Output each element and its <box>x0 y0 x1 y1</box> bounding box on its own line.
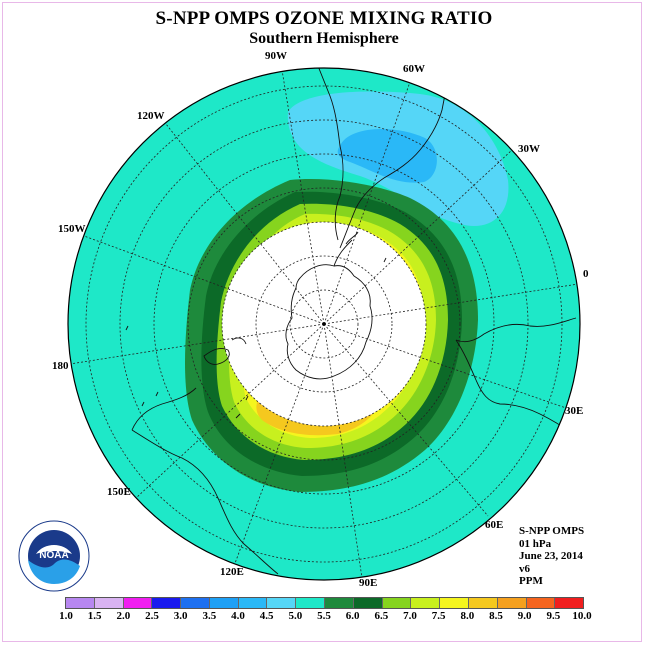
new-zealand-coast <box>203 337 247 365</box>
color-scale-tick-label: 9.0 <box>517 610 532 622</box>
island-marks <box>125 257 387 419</box>
noaa-logo-graphic: NOAA <box>18 520 90 592</box>
color-scale-swatch <box>152 598 182 608</box>
color-scale-tick-label: 1.0 <box>59 610 73 622</box>
map-border <box>67 67 581 581</box>
color-scale-tick-label: 5.0 <box>288 610 303 622</box>
color-scale-tick-label: 6.0 <box>345 610 360 622</box>
graticule <box>69 69 579 579</box>
info-block: S-NPP OMPS 01 hPa June 23, 2014 v6 PPM <box>519 525 584 588</box>
color-scale-swatch <box>94 598 124 608</box>
lon-label-60e: 60E <box>485 519 504 531</box>
africa-coast <box>455 317 577 433</box>
lower-ozone-region <box>337 128 437 183</box>
color-scale-tick-label: 3.5 <box>202 610 217 622</box>
noaa-logo: NOAA <box>18 520 90 592</box>
ozone-band-orange <box>256 396 382 436</box>
color-scale-swatch <box>267 598 297 608</box>
color-scale-tick-label: 4.0 <box>231 610 245 622</box>
color-scale-swatch <box>526 598 556 608</box>
south-pole-marker <box>322 322 326 326</box>
lon-label-30e: 30E <box>565 405 584 417</box>
lon-label-120e: 120E <box>220 566 244 578</box>
color-scale-swatch <box>440 598 469 608</box>
color-scale-tick-label: 2.5 <box>145 610 159 622</box>
color-scale-swatch <box>238 598 268 608</box>
noaa-logo-text: NOAA <box>39 550 68 561</box>
lon-label-180: 180 <box>52 360 69 372</box>
antarctic-peninsula-coast <box>333 231 359 267</box>
color-scale-swatch <box>382 598 412 608</box>
antarctica-coast <box>285 264 373 380</box>
lon-label-120w: 120W <box>137 110 165 122</box>
color-scale-tick-label: 10.0 <box>572 610 592 622</box>
color-scale-tick-label: 6.5 <box>374 610 389 622</box>
info-instrument: S-NPP OMPS <box>519 525 585 537</box>
figure-frame <box>2 2 642 642</box>
map-title: S-NPP OMPS OZONE MIXING RATIO <box>155 8 493 29</box>
color-scale-swatch <box>325 598 354 608</box>
lon-label-60w: 60W <box>403 63 425 75</box>
info-date: June 23, 2014 <box>519 550 583 562</box>
info-level: 01 hPa <box>519 537 552 550</box>
color-scale-bar <box>65 597 584 609</box>
color-scale-tick-label: 8.0 <box>460 610 475 622</box>
color-scale-swatch <box>353 598 383 608</box>
info-units: PPM <box>519 575 543 587</box>
color-scale-swatch <box>555 598 584 608</box>
color-scale-tick-label: 2.0 <box>116 610 131 622</box>
lon-label-90w: 90W <box>265 50 287 62</box>
color-scale-tick-label: 7.0 <box>403 610 417 622</box>
color-scale-swatch <box>66 598 95 608</box>
color-scale-tick-label: 4.5 <box>259 610 274 622</box>
map-subtitle: Southern Hemisphere <box>249 30 399 47</box>
color-scale-swatch <box>497 598 527 608</box>
color-scale-swatch <box>209 598 239 608</box>
color-scale-swatch <box>296 598 326 608</box>
color-scale-tick-label: 5.5 <box>317 610 331 622</box>
color-scale-swatch <box>181 598 210 608</box>
lon-label-150w: 150W <box>58 223 86 235</box>
color-scale-ticks: 1.0 1.5 2.0 2.5 3.0 3.5 4.0 4.5 5.0 5.5 6.0 6.5 7.0 7… <box>0 610 648 624</box>
lon-label-30w: 30W <box>518 143 540 155</box>
lon-label-150e: 150E <box>107 486 131 498</box>
lon-label-0: 0 <box>583 268 589 280</box>
lon-label-90e: 90E <box>359 577 378 589</box>
info-version: v6 <box>519 562 530 575</box>
australia-coast <box>131 387 279 575</box>
color-scale-tick-label: 8.5 <box>489 610 503 622</box>
color-scale-swatch <box>123 598 153 608</box>
south-america-coast <box>317 68 449 249</box>
color-scale-tick-label: 3.0 <box>173 610 188 622</box>
color-scale-tick-label: 9.5 <box>546 610 561 622</box>
color-scale-swatch <box>411 598 441 608</box>
color-scale-tick-label: 1.5 <box>87 610 102 622</box>
color-scale-swatch <box>468 598 498 608</box>
color-scale-tick-label: 7.5 <box>431 610 446 622</box>
madagascar-coast <box>553 435 567 473</box>
